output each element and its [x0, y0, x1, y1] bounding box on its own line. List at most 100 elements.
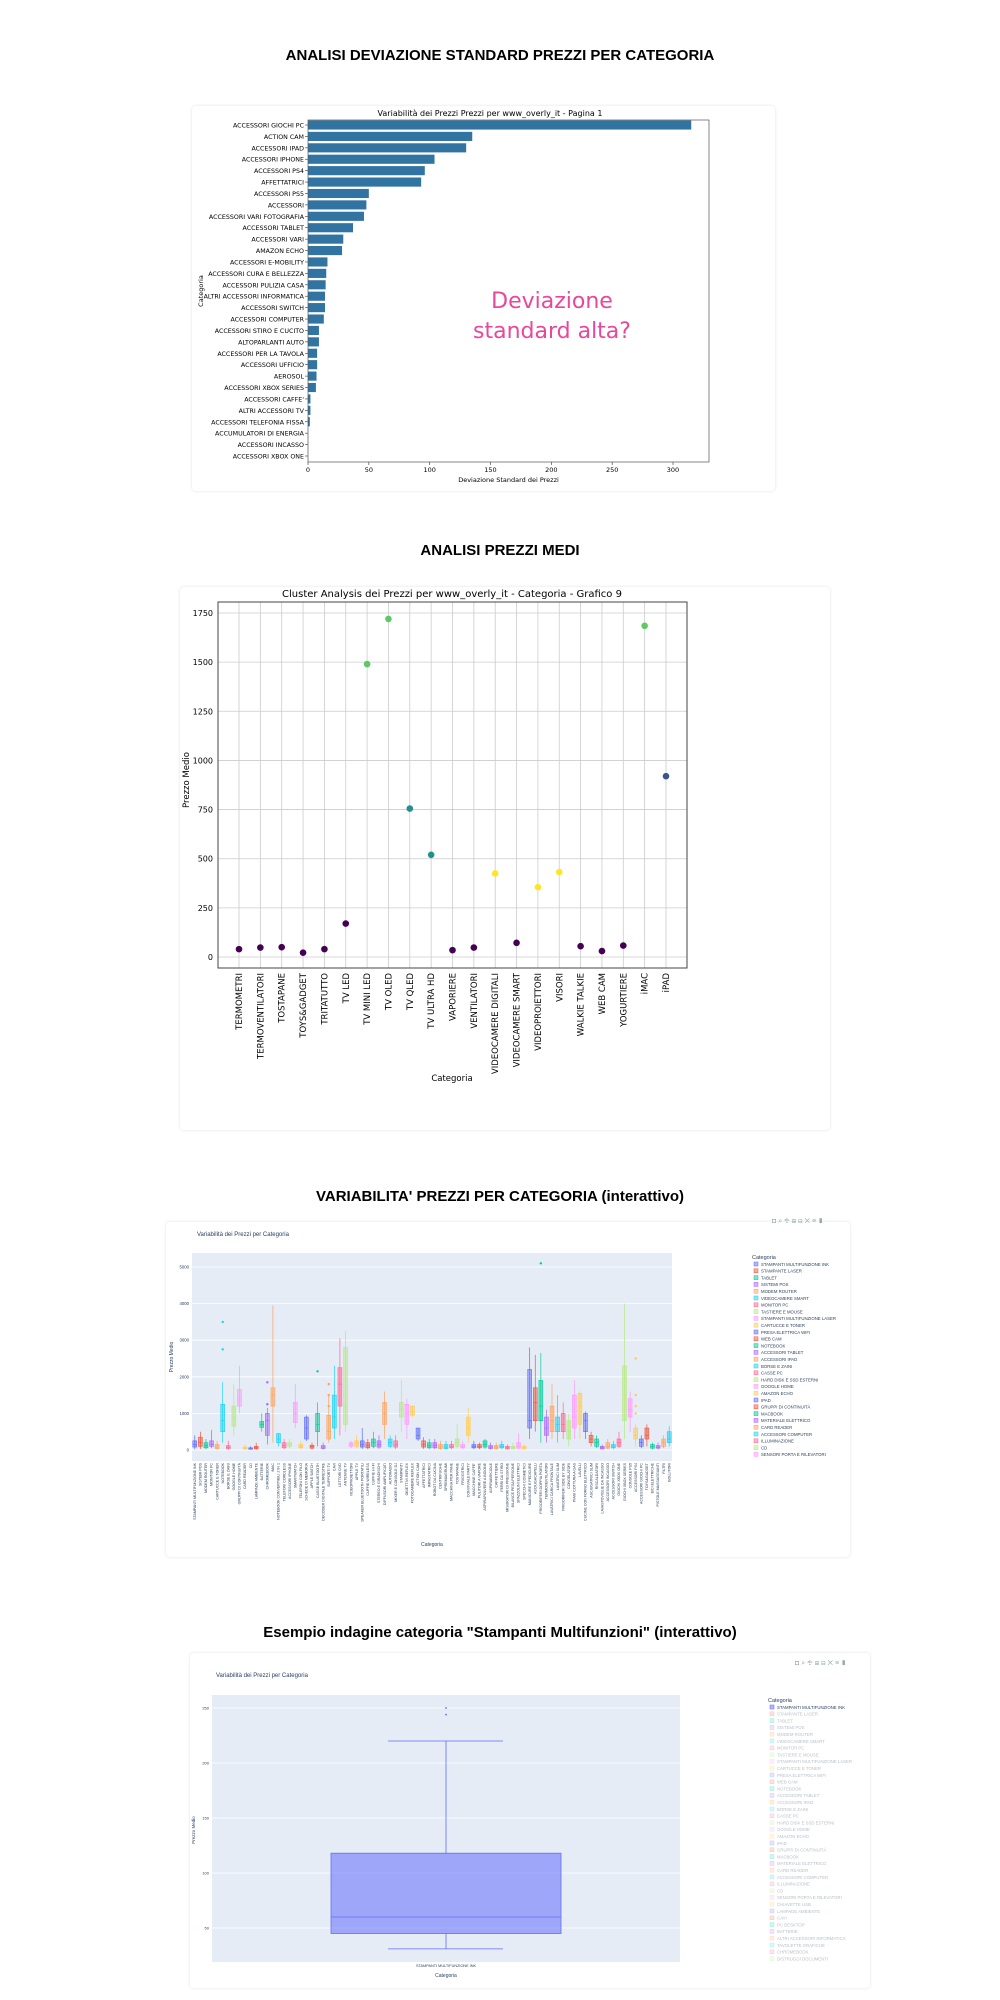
legend-item[interactable]: IPAD	[769, 1840, 787, 1846]
box-trace[interactable]	[599, 1444, 605, 1450]
legend-item[interactable]: GOOGLE HOME	[753, 1384, 794, 1389]
legend-item[interactable]: CAVI	[769, 1915, 787, 1921]
legend-item[interactable]: ILLUMINAZIONE	[753, 1438, 794, 1444]
legend-item[interactable]: ACCESSORI COMPUTER	[753, 1431, 812, 1437]
box-trace[interactable]	[214, 1440, 220, 1450]
legend-item[interactable]: STAMPANTI MULTIFUNZIONE INK	[753, 1261, 829, 1267]
box-trace[interactable]	[387, 1435, 393, 1449]
legend-item[interactable]: SISTEMI POS	[769, 1725, 805, 1730]
legend-item[interactable]: TABLET	[769, 1718, 793, 1723]
box-trace[interactable]	[410, 1405, 415, 1418]
zoom-icon[interactable]: ⌕	[778, 1218, 785, 1225]
legend-item[interactable]: TASTIERE E MOUSE	[769, 1752, 819, 1757]
legend-item[interactable]: TABLET	[753, 1275, 777, 1280]
box-trace[interactable]	[242, 1444, 248, 1450]
legend-item[interactable]: MODEM ROUTER	[753, 1288, 797, 1294]
legend-item[interactable]: STAMPANTE LASER	[753, 1268, 802, 1274]
legend-item[interactable]: AMAZON ECHO	[753, 1390, 794, 1396]
legend-item[interactable]: ACCESSORI TABLET	[753, 1350, 804, 1355]
box-trace[interactable]	[466, 1407, 471, 1443]
box-trace[interactable]	[270, 1305, 276, 1443]
zoom-in-icon[interactable]: ⊞	[814, 1660, 822, 1667]
box-trace[interactable]	[259, 1413, 265, 1432]
legend-item[interactable]: TAVOLETTE GRAFICHE	[769, 1942, 825, 1948]
legend-item[interactable]: SENSORI PORTA E RILEVATORI	[769, 1895, 842, 1900]
box-trace[interactable]	[220, 1320, 225, 1443]
box-trace[interactable]	[226, 1440, 231, 1450]
legend-item[interactable]: BORSE E ZAINI	[769, 1806, 808, 1812]
box-trace[interactable]	[482, 1439, 488, 1449]
box-trace[interactable]	[655, 1442, 661, 1450]
box-trace[interactable]	[365, 1439, 371, 1450]
legend-item[interactable]: STAMPANTI MULTIFUNZIONE INK	[769, 1704, 845, 1710]
legend-item[interactable]: STAMPANTI MULTIFUNZIONE LASER	[753, 1316, 836, 1321]
box-trace[interactable]	[488, 1442, 493, 1450]
box-trace[interactable]	[443, 1440, 449, 1450]
box-trace[interactable]	[560, 1402, 566, 1440]
box-trace[interactable]	[415, 1427, 421, 1441]
box-trace[interactable]	[354, 1435, 359, 1449]
box-trace[interactable]	[644, 1424, 650, 1447]
zoom-out-icon[interactable]: ⊟	[821, 1660, 828, 1667]
legend-item[interactable]: CD	[769, 1888, 783, 1893]
box-trace[interactable]	[555, 1395, 560, 1443]
box-trace[interactable]	[516, 1433, 521, 1450]
box-trace[interactable]	[449, 1440, 454, 1450]
legend-item[interactable]: CARTUCCE E TONER	[753, 1322, 805, 1328]
box-trace[interactable]	[209, 1429, 214, 1449]
legend-item[interactable]: SENSORI PORTA E RILEVATORI	[753, 1452, 826, 1457]
reset-icon[interactable]: ≡	[834, 1660, 842, 1667]
legend-item[interactable]: PC DESKTOP	[769, 1922, 805, 1927]
reset-icon[interactable]: ≡	[811, 1218, 819, 1225]
box-trace[interactable]	[493, 1442, 499, 1450]
legend-item[interactable]: MONITOR PC	[753, 1302, 788, 1308]
box-trace[interactable]	[594, 1435, 599, 1449]
box-trace[interactable]	[477, 1442, 482, 1450]
box-trace[interactable]	[332, 1365, 337, 1440]
legend-item[interactable]: CASSE PC	[753, 1370, 783, 1376]
legend-item[interactable]: CD	[753, 1445, 767, 1450]
camera-icon[interactable]: ◘	[795, 1660, 802, 1667]
legend-item[interactable]: GRUPPI DI CONTINUITÀ	[769, 1847, 827, 1853]
box-trace[interactable]	[287, 1439, 292, 1449]
box-trace[interactable]	[471, 1440, 477, 1450]
box-trace[interactable]	[633, 1357, 638, 1447]
legend-item[interactable]: PRESA ELETTRICA WIFI	[769, 1772, 826, 1778]
box-trace[interactable]	[337, 1338, 343, 1436]
legend-item[interactable]: HARD DISK E SSD ESTERNI	[769, 1820, 834, 1825]
pan-icon[interactable]: ✥	[807, 1660, 815, 1667]
legend-item[interactable]: CARTUCCE E TONER	[769, 1765, 821, 1771]
zoom-in-icon[interactable]: ⊞	[791, 1218, 799, 1225]
box-trace[interactable]	[237, 1365, 242, 1414]
box-trace[interactable]	[527, 1347, 532, 1440]
legend-item[interactable]: TASTIERE E MOUSE	[753, 1309, 803, 1314]
legend-item[interactable]: STAMPANTE LASER	[769, 1711, 818, 1717]
box-trace[interactable]	[521, 1444, 527, 1450]
legend-item[interactable]: AMAZON ECHO	[769, 1833, 810, 1839]
legend-item[interactable]: MACBOOK	[753, 1411, 783, 1416]
box-trace[interactable]	[566, 1413, 571, 1447]
legend-item[interactable]: MACBOOK	[769, 1854, 799, 1859]
box-trace[interactable]	[583, 1411, 588, 1440]
box-trace[interactable]	[639, 1435, 644, 1449]
box-trace[interactable]	[510, 1442, 516, 1450]
legend-item[interactable]: BATTERIE	[769, 1929, 798, 1934]
box-trace[interactable]	[320, 1442, 326, 1450]
box-trace[interactable]	[544, 1409, 549, 1443]
box-trace[interactable]	[376, 1435, 382, 1449]
box-trace[interactable]	[192, 1435, 198, 1450]
legend-item[interactable]: ACCESSORI TABLET	[769, 1793, 820, 1798]
autoscale-icon[interactable]: ✕	[804, 1218, 812, 1225]
legend-item[interactable]: STAMPANTI MULTIFUNZIONE LASER	[769, 1759, 852, 1764]
box-trace[interactable]	[371, 1431, 376, 1449]
legend-item[interactable]: PRESA ELETTRICA WIFI	[753, 1329, 810, 1335]
legend-item[interactable]: WEB CAM	[769, 1779, 798, 1785]
legend-item[interactable]: HARD DISK E SSD ESTERNI	[753, 1377, 818, 1382]
legend-item[interactable]: MONITOR PC	[769, 1745, 804, 1751]
box-trace[interactable]	[198, 1431, 203, 1449]
box-trace[interactable]	[248, 1446, 253, 1450]
legend-item[interactable]: DISTRUGGI DOCUMENTI	[769, 1956, 828, 1961]
box-trace[interactable]	[393, 1435, 398, 1450]
